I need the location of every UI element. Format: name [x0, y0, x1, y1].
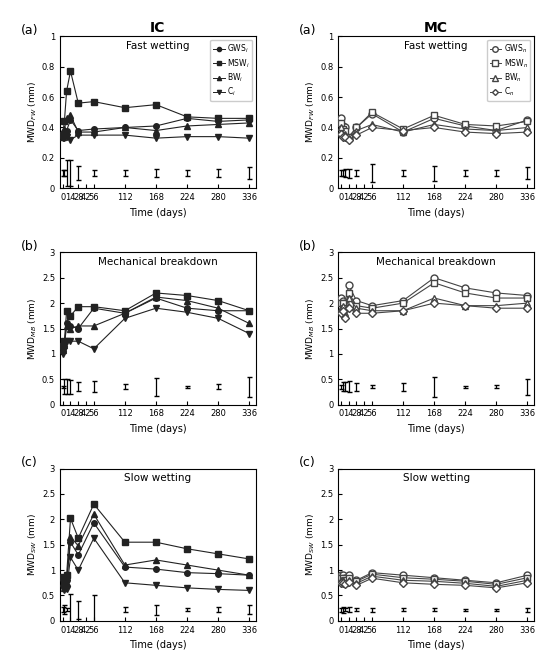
Title: IC: IC — [150, 21, 166, 35]
Text: Slow wetting: Slow wetting — [403, 473, 470, 483]
Text: Slow wetting: Slow wetting — [124, 473, 191, 483]
Y-axis label: MWD$_{MB}$ (mm): MWD$_{MB}$ (mm) — [305, 298, 317, 359]
Text: Fast wetting: Fast wetting — [404, 41, 468, 51]
Text: Mechanical breakdown: Mechanical breakdown — [98, 257, 218, 267]
X-axis label: Time (days): Time (days) — [129, 424, 187, 434]
X-axis label: Time (days): Time (days) — [129, 208, 187, 218]
Text: (a): (a) — [21, 24, 38, 37]
X-axis label: Time (days): Time (days) — [407, 208, 465, 218]
X-axis label: Time (days): Time (days) — [407, 641, 465, 650]
Y-axis label: MWD$_{SW}$ (mm): MWD$_{SW}$ (mm) — [305, 513, 317, 576]
Text: Mechanical breakdown: Mechanical breakdown — [376, 257, 496, 267]
Text: (b): (b) — [299, 240, 317, 253]
Y-axis label: MWD$_{FW}$ (mm): MWD$_{FW}$ (mm) — [305, 81, 317, 143]
Text: (a): (a) — [299, 24, 317, 37]
Y-axis label: MWD$_{MB}$ (mm): MWD$_{MB}$ (mm) — [27, 298, 39, 359]
Text: (b): (b) — [21, 240, 38, 253]
Text: (c): (c) — [299, 457, 316, 469]
Y-axis label: MWD$_{SW}$ (mm): MWD$_{SW}$ (mm) — [27, 513, 39, 576]
Text: (c): (c) — [21, 457, 38, 469]
X-axis label: Time (days): Time (days) — [129, 641, 187, 650]
X-axis label: Time (days): Time (days) — [407, 424, 465, 434]
Text: Fast wetting: Fast wetting — [126, 41, 190, 51]
Title: MC: MC — [424, 21, 448, 35]
Legend: GWS$_i$, MSW$_i$, BW$_i$, C$_i$: GWS$_i$, MSW$_i$, BW$_i$, C$_i$ — [210, 40, 252, 101]
Legend: GWS$_n$, MSW$_n$, BW$_n$, C$_n$: GWS$_n$, MSW$_n$, BW$_n$, C$_n$ — [487, 40, 530, 101]
Y-axis label: MWD$_{FW}$ (mm): MWD$_{FW}$ (mm) — [27, 81, 39, 143]
